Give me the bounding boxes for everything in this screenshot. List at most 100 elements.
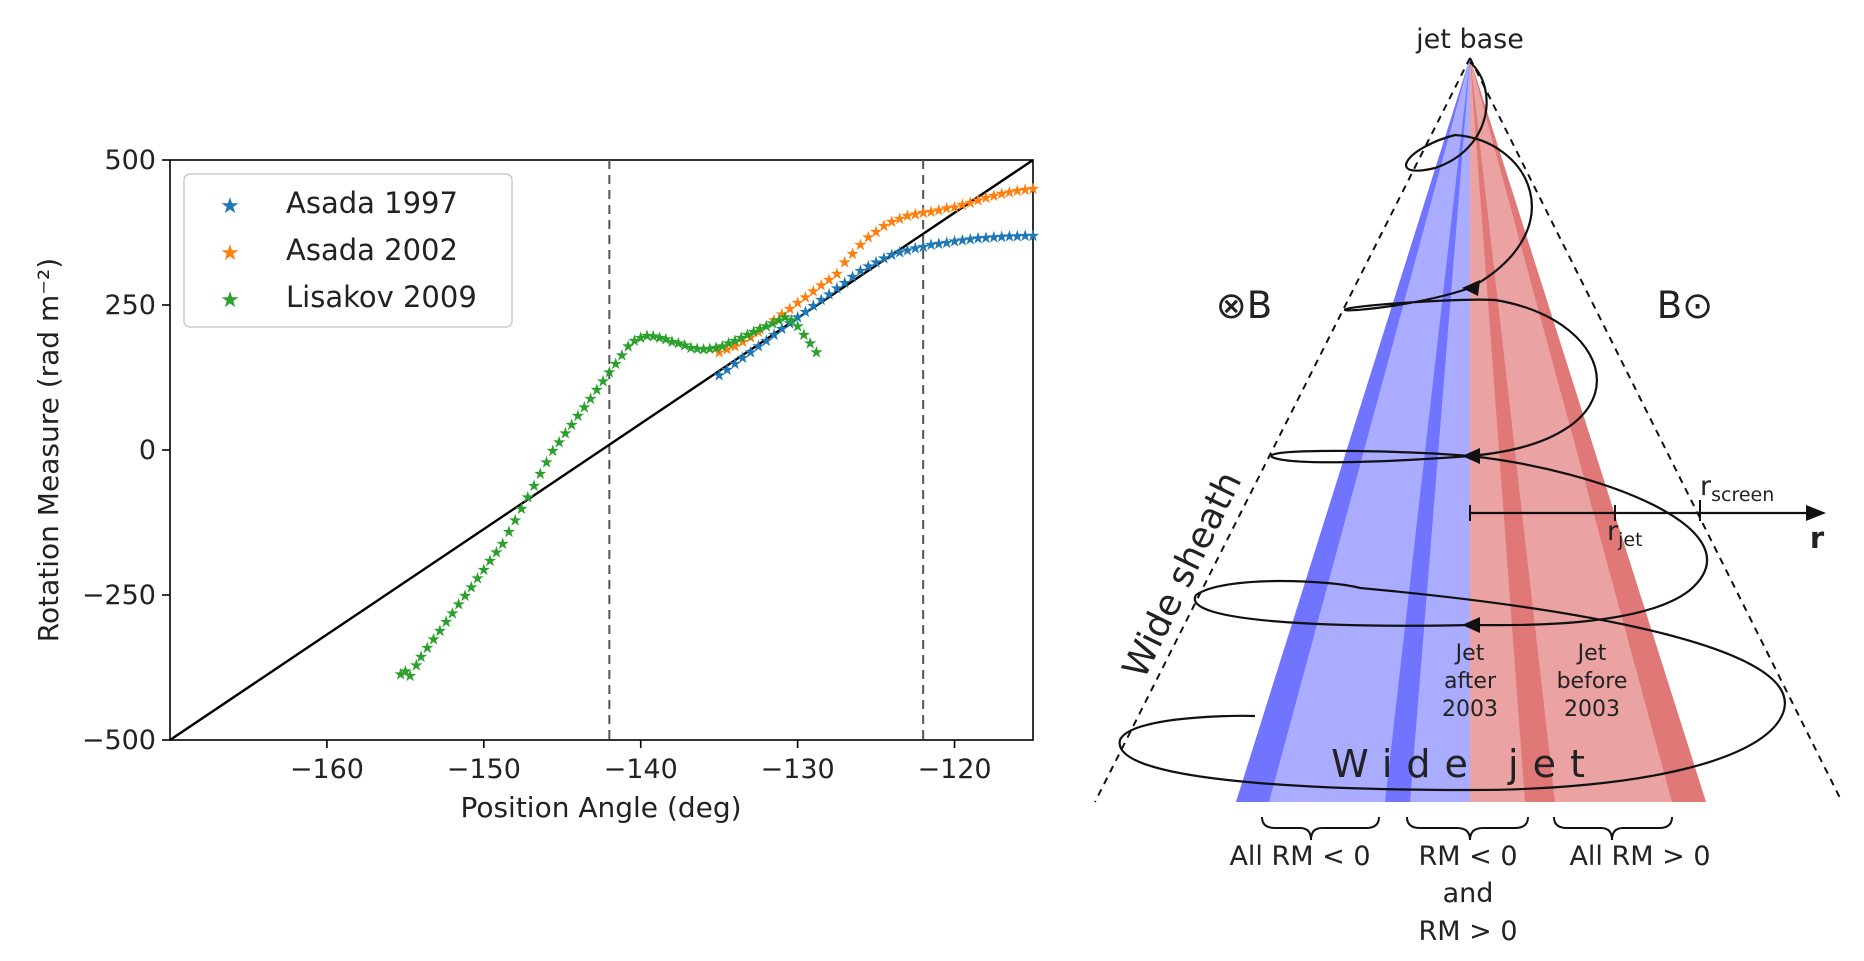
data-point: ★: [596, 371, 610, 390]
data-point: ★: [546, 441, 560, 460]
reference-line-group: [169, 159, 1034, 741]
data-point: ★: [514, 499, 528, 518]
data-point: ★: [979, 228, 993, 247]
b-into-page-label: ⊗B: [1216, 284, 1272, 327]
legend-label-asada-1997: Asada 1997: [286, 186, 458, 220]
data-point: ★: [740, 325, 754, 344]
data-point: ★: [869, 222, 883, 241]
data-point: ★: [940, 233, 954, 252]
data-point: ★: [458, 586, 472, 605]
data-point: ★: [489, 543, 503, 562]
r-axis-arrowhead: [1806, 505, 1826, 521]
data-point: ★: [539, 453, 553, 472]
data-point: ★: [892, 243, 906, 262]
jet-before-2003-band: [1470, 58, 1706, 802]
data-point: ★: [861, 257, 875, 276]
data-point: ★: [908, 239, 922, 258]
series-lisakov-2009: ★★★★★★★★★★★★★★★★★★★★★★★★★★★★★★★★★★★★★★★★…: [393, 308, 823, 685]
data-point: ★: [924, 202, 938, 221]
data-points: ★★★★★★★★★★★★★★★★★★★★★★★★★★★★★★★★★★★★★★★★…: [393, 179, 1040, 685]
data-point: ★: [803, 334, 817, 353]
r-jet-main: r: [1607, 516, 1619, 547]
data-point: ★: [439, 612, 453, 631]
data-point: ★: [994, 227, 1008, 246]
data-point: ★: [571, 406, 585, 425]
data-point: ★: [877, 248, 891, 267]
data-point: ★: [1010, 226, 1024, 245]
data-point: ★: [495, 534, 509, 553]
data-point: ★: [822, 284, 836, 303]
data-point: ★: [830, 279, 844, 298]
data-point: ★: [728, 331, 742, 350]
data-point: ★: [615, 345, 629, 364]
data-point: ★: [767, 325, 781, 344]
data-point: ★: [987, 186, 1001, 205]
data-point: ★: [797, 325, 811, 344]
data-point: ★: [947, 197, 961, 216]
data-point: ★: [979, 188, 993, 207]
brace-right-label: All RM > 0: [1569, 841, 1710, 872]
x-tick-label: −140: [604, 754, 678, 785]
data-point: ★: [790, 316, 804, 335]
brace-left: [1261, 816, 1380, 841]
brace-left-label: All RM < 0: [1229, 841, 1370, 872]
data-point: ★: [409, 656, 423, 675]
data-point: ★: [963, 193, 977, 212]
data-point: ★: [577, 398, 591, 417]
data-point: ★: [947, 232, 961, 251]
data-point: ★: [677, 335, 691, 354]
field-arrow-3: [1462, 617, 1480, 633]
data-point: ★: [583, 389, 597, 408]
data-point: ★: [684, 338, 698, 357]
series-asada-2002: ★★★★★★★★★★★★★★★★★★★★★★★★★★★★★★★★★★★★★★★★…: [712, 179, 1040, 362]
data-point: ★: [634, 328, 648, 347]
y-tick-label: −250: [82, 580, 156, 611]
data-point: ★: [721, 334, 735, 353]
data-point: ★: [1002, 226, 1016, 245]
jet-before-2003-inner-band: [1470, 58, 1555, 802]
data-point: ★: [853, 261, 867, 280]
reference-line: [169, 159, 1034, 741]
legend-marker-asada-2002: ★: [220, 241, 240, 266]
data-point: ★: [790, 293, 804, 312]
field-arrow-2: [1462, 448, 1480, 464]
jet-diagram: jet base ⊗B B⊙ Wide sheath rscreen rjet …: [1094, 24, 1843, 947]
data-point: ★: [775, 319, 789, 338]
data-point: ★: [916, 237, 930, 256]
data-point: ★: [720, 340, 734, 359]
sheath-left-line: [1094, 57, 1471, 803]
legend-label-lisakov-2009: Lisakov 2009: [286, 280, 477, 314]
jet-after-2003-band: [1236, 58, 1470, 802]
data-point: ★: [877, 216, 891, 235]
r-jet-label: rjet: [1607, 516, 1643, 551]
data-point: ★: [765, 313, 779, 332]
data-point: ★: [665, 332, 679, 351]
data-point: ★: [712, 366, 726, 385]
data-point: ★: [743, 327, 757, 346]
data-point: ★: [414, 647, 428, 666]
data-point: ★: [565, 415, 579, 434]
data-point: ★: [994, 184, 1008, 203]
y-tick-label: −500: [82, 725, 156, 756]
data-point: ★: [420, 638, 434, 657]
data-point: ★: [971, 190, 985, 209]
data-point: ★: [527, 476, 541, 495]
data-point: ★: [712, 342, 726, 361]
data-point: ★: [838, 273, 852, 292]
data-point: ★: [783, 299, 797, 318]
data-point: ★: [908, 204, 922, 223]
data-point: ★: [709, 338, 723, 357]
legend-label-asada-2002: Asada 2002: [286, 233, 458, 267]
data-point: ★: [483, 551, 497, 570]
r-axis-label: r: [1810, 521, 1825, 555]
data-point: ★: [861, 228, 875, 247]
wide-jet-label: Wide jet: [1331, 742, 1599, 786]
data-point: ★: [477, 560, 491, 579]
data-point: ★: [743, 342, 757, 361]
data-point: ★: [955, 230, 969, 249]
y-tick-label: 250: [104, 290, 156, 321]
data-point: ★: [452, 595, 466, 614]
jet-before-2003-line2: before: [1557, 669, 1628, 694]
data-point: ★: [502, 522, 516, 541]
